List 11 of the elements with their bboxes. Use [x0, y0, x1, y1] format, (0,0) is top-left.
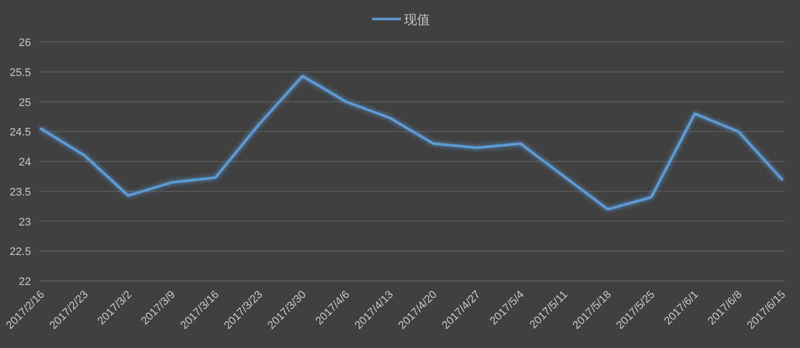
y-tick-label: 25	[18, 96, 31, 109]
y-tick-label: 26	[18, 37, 31, 49]
y-tick-label: 24	[18, 156, 31, 168]
line-series	[40, 74, 784, 211]
y-tick-label: 25.5	[10, 66, 31, 79]
y-tick-label: 22	[18, 276, 31, 288]
y-tick-label: 23	[18, 216, 31, 228]
y-tick-label: 24.5	[10, 126, 31, 139]
legend-label: 现值	[404, 12, 430, 27]
y-tick-label: 22.5	[10, 246, 31, 258]
y-tick-label: 23.5	[10, 186, 31, 198]
